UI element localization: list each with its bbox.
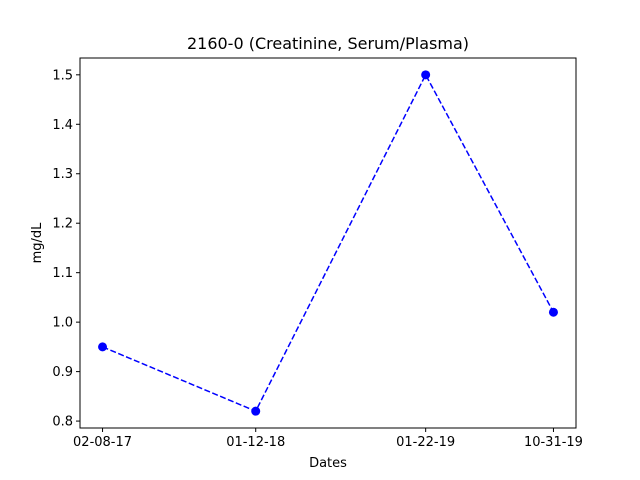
x-axis-ticks: 02-08-17 01-12-18 01-22-19 10-31-19 — [73, 428, 583, 450]
y-tick-label: 1.1 — [52, 266, 73, 281]
data-point — [548, 307, 558, 317]
y-axis-label: mg/dL — [30, 222, 45, 264]
y-tick-label: 1.3 — [52, 167, 73, 182]
y-tick-label: 1.0 — [52, 316, 73, 331]
y-tick-label: 0.8 — [52, 415, 73, 430]
y-tick-label: 1.4 — [52, 118, 73, 133]
data-point — [251, 406, 261, 416]
data-point — [421, 70, 431, 80]
y-tick-label: 0.9 — [52, 365, 73, 380]
y-axis-ticks: 0.8 0.9 1.0 1.1 1.2 1.3 1.4 1.5 — [52, 68, 80, 430]
chart-title: 2160-0 (Creatinine, Serum/Plasma) — [187, 34, 469, 53]
x-tick-label: 02-08-17 — [73, 435, 132, 450]
series-layer — [98, 70, 558, 416]
y-tick-label: 1.5 — [52, 68, 73, 83]
x-tick-label: 01-22-19 — [396, 435, 455, 450]
x-axis-label: Dates — [309, 456, 347, 471]
data-point — [98, 342, 108, 352]
plot-frame — [79, 57, 577, 429]
x-tick-label: 10-31-19 — [524, 435, 583, 450]
x-tick-label: 01-12-18 — [226, 435, 285, 450]
y-tick-label: 1.2 — [52, 217, 73, 232]
